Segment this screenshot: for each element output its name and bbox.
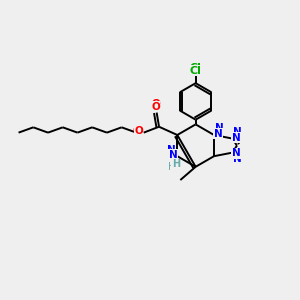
Text: N: N [233,154,242,164]
Text: H: H [172,159,180,169]
Text: N: N [214,128,223,139]
Text: N: N [233,127,242,137]
Text: N: N [232,133,241,143]
Text: Cl: Cl [190,66,202,76]
Text: N: N [169,150,178,160]
Text: N: N [232,148,241,158]
Text: O: O [151,99,160,109]
Text: N: N [167,145,176,155]
Text: H: H [168,162,176,172]
Text: O: O [132,126,141,136]
Text: Cl: Cl [190,63,202,73]
Text: O: O [134,126,143,136]
Text: N: N [215,123,224,133]
Text: O: O [151,102,160,112]
